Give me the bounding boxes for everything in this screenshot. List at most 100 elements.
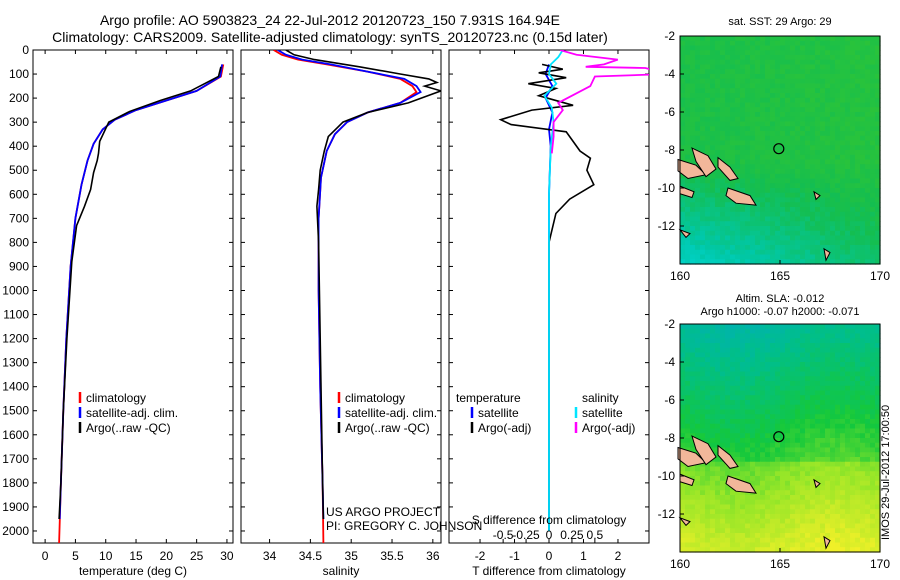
map-cell <box>695 197 701 203</box>
map-cell <box>805 88 811 94</box>
map-cell <box>755 116 761 123</box>
map-cell <box>690 240 696 246</box>
map-cell <box>695 419 701 425</box>
map-cell <box>705 343 711 349</box>
map-cell <box>845 102 851 108</box>
map-cell <box>780 471 786 477</box>
map-cell <box>770 69 776 75</box>
map-cell <box>840 59 846 66</box>
map-cell <box>850 64 856 70</box>
map-cell <box>785 414 791 420</box>
map-cell <box>870 395 876 401</box>
map-cell <box>835 362 841 368</box>
map-cell <box>815 211 821 218</box>
map-cell <box>725 235 731 241</box>
map-cell <box>875 97 881 104</box>
map-cell <box>815 178 821 184</box>
map-cell <box>855 235 861 241</box>
map-cell <box>690 183 696 189</box>
map-cell <box>805 259 811 265</box>
map-cell <box>760 438 766 444</box>
map-cell <box>775 78 781 85</box>
map-cell <box>695 131 701 137</box>
map-cell <box>710 64 716 70</box>
map-cell <box>705 499 711 506</box>
map-cell <box>850 126 856 132</box>
map-cell <box>730 78 736 85</box>
map-cell <box>740 528 746 534</box>
map-cell <box>745 107 751 113</box>
map-cell <box>765 154 771 161</box>
map-cell <box>805 476 811 482</box>
map-cell <box>835 461 841 468</box>
map-cell <box>825 178 831 184</box>
map-cell <box>725 333 731 339</box>
map-cell <box>775 485 781 491</box>
map-cell <box>720 207 726 213</box>
map-cell <box>720 97 726 104</box>
map-cell <box>860 457 866 463</box>
map-cell <box>820 338 826 344</box>
map-cell <box>720 216 726 222</box>
map-cell <box>860 150 866 156</box>
map-cell <box>725 343 731 349</box>
map-cell <box>770 192 776 199</box>
map-cell <box>780 69 786 75</box>
map-cell <box>700 188 706 194</box>
map-cell <box>845 509 851 515</box>
map-cell <box>825 447 831 453</box>
map-cell <box>850 169 856 175</box>
map-cell <box>855 83 861 89</box>
map-cell <box>810 476 816 482</box>
map-cell <box>700 207 706 213</box>
map-cell <box>860 64 866 70</box>
map-cell <box>815 504 821 510</box>
map-cell <box>775 528 781 534</box>
map-cell <box>705 438 711 444</box>
map-cell <box>825 400 831 406</box>
map-cell <box>860 254 866 260</box>
map-cell <box>810 45 816 51</box>
map-cell <box>775 93 781 99</box>
map-cell <box>730 164 736 170</box>
map-cell <box>790 154 796 161</box>
map-cell <box>825 333 831 339</box>
map-cell <box>860 69 866 75</box>
map-cell <box>775 226 781 232</box>
map-cell <box>825 452 831 458</box>
map-cell <box>830 74 836 80</box>
map-cell <box>820 107 826 113</box>
map-cell <box>770 466 776 472</box>
map-cell <box>860 154 866 161</box>
map-cell <box>860 55 866 61</box>
map-cell <box>710 371 716 377</box>
map-cell <box>870 542 876 548</box>
map-cell <box>755 400 761 406</box>
map-cell <box>690 533 696 539</box>
map-cell <box>770 230 776 237</box>
map-cell <box>735 74 741 80</box>
map-cell <box>870 169 876 175</box>
map-cell <box>680 69 686 75</box>
map-cell <box>840 150 846 156</box>
map-cell <box>770 476 776 482</box>
map-cell <box>740 438 746 444</box>
map-cell <box>790 547 796 553</box>
map-cell <box>875 466 881 472</box>
map-cell <box>720 145 726 151</box>
map-cell <box>830 352 836 358</box>
map-cell <box>820 216 826 222</box>
map-cell <box>775 423 781 430</box>
map-cell <box>680 490 686 496</box>
map-cell <box>750 504 756 510</box>
profile-location-marker <box>773 431 785 443</box>
map-cell <box>870 433 876 439</box>
map-cell <box>765 404 771 411</box>
map-cell <box>800 259 806 265</box>
map-cell <box>800 126 806 132</box>
map-cell <box>790 504 796 510</box>
map-cell <box>740 381 746 387</box>
map-cell <box>870 461 876 468</box>
y-tick-label: -12 <box>658 507 676 521</box>
map-cell <box>740 259 746 265</box>
